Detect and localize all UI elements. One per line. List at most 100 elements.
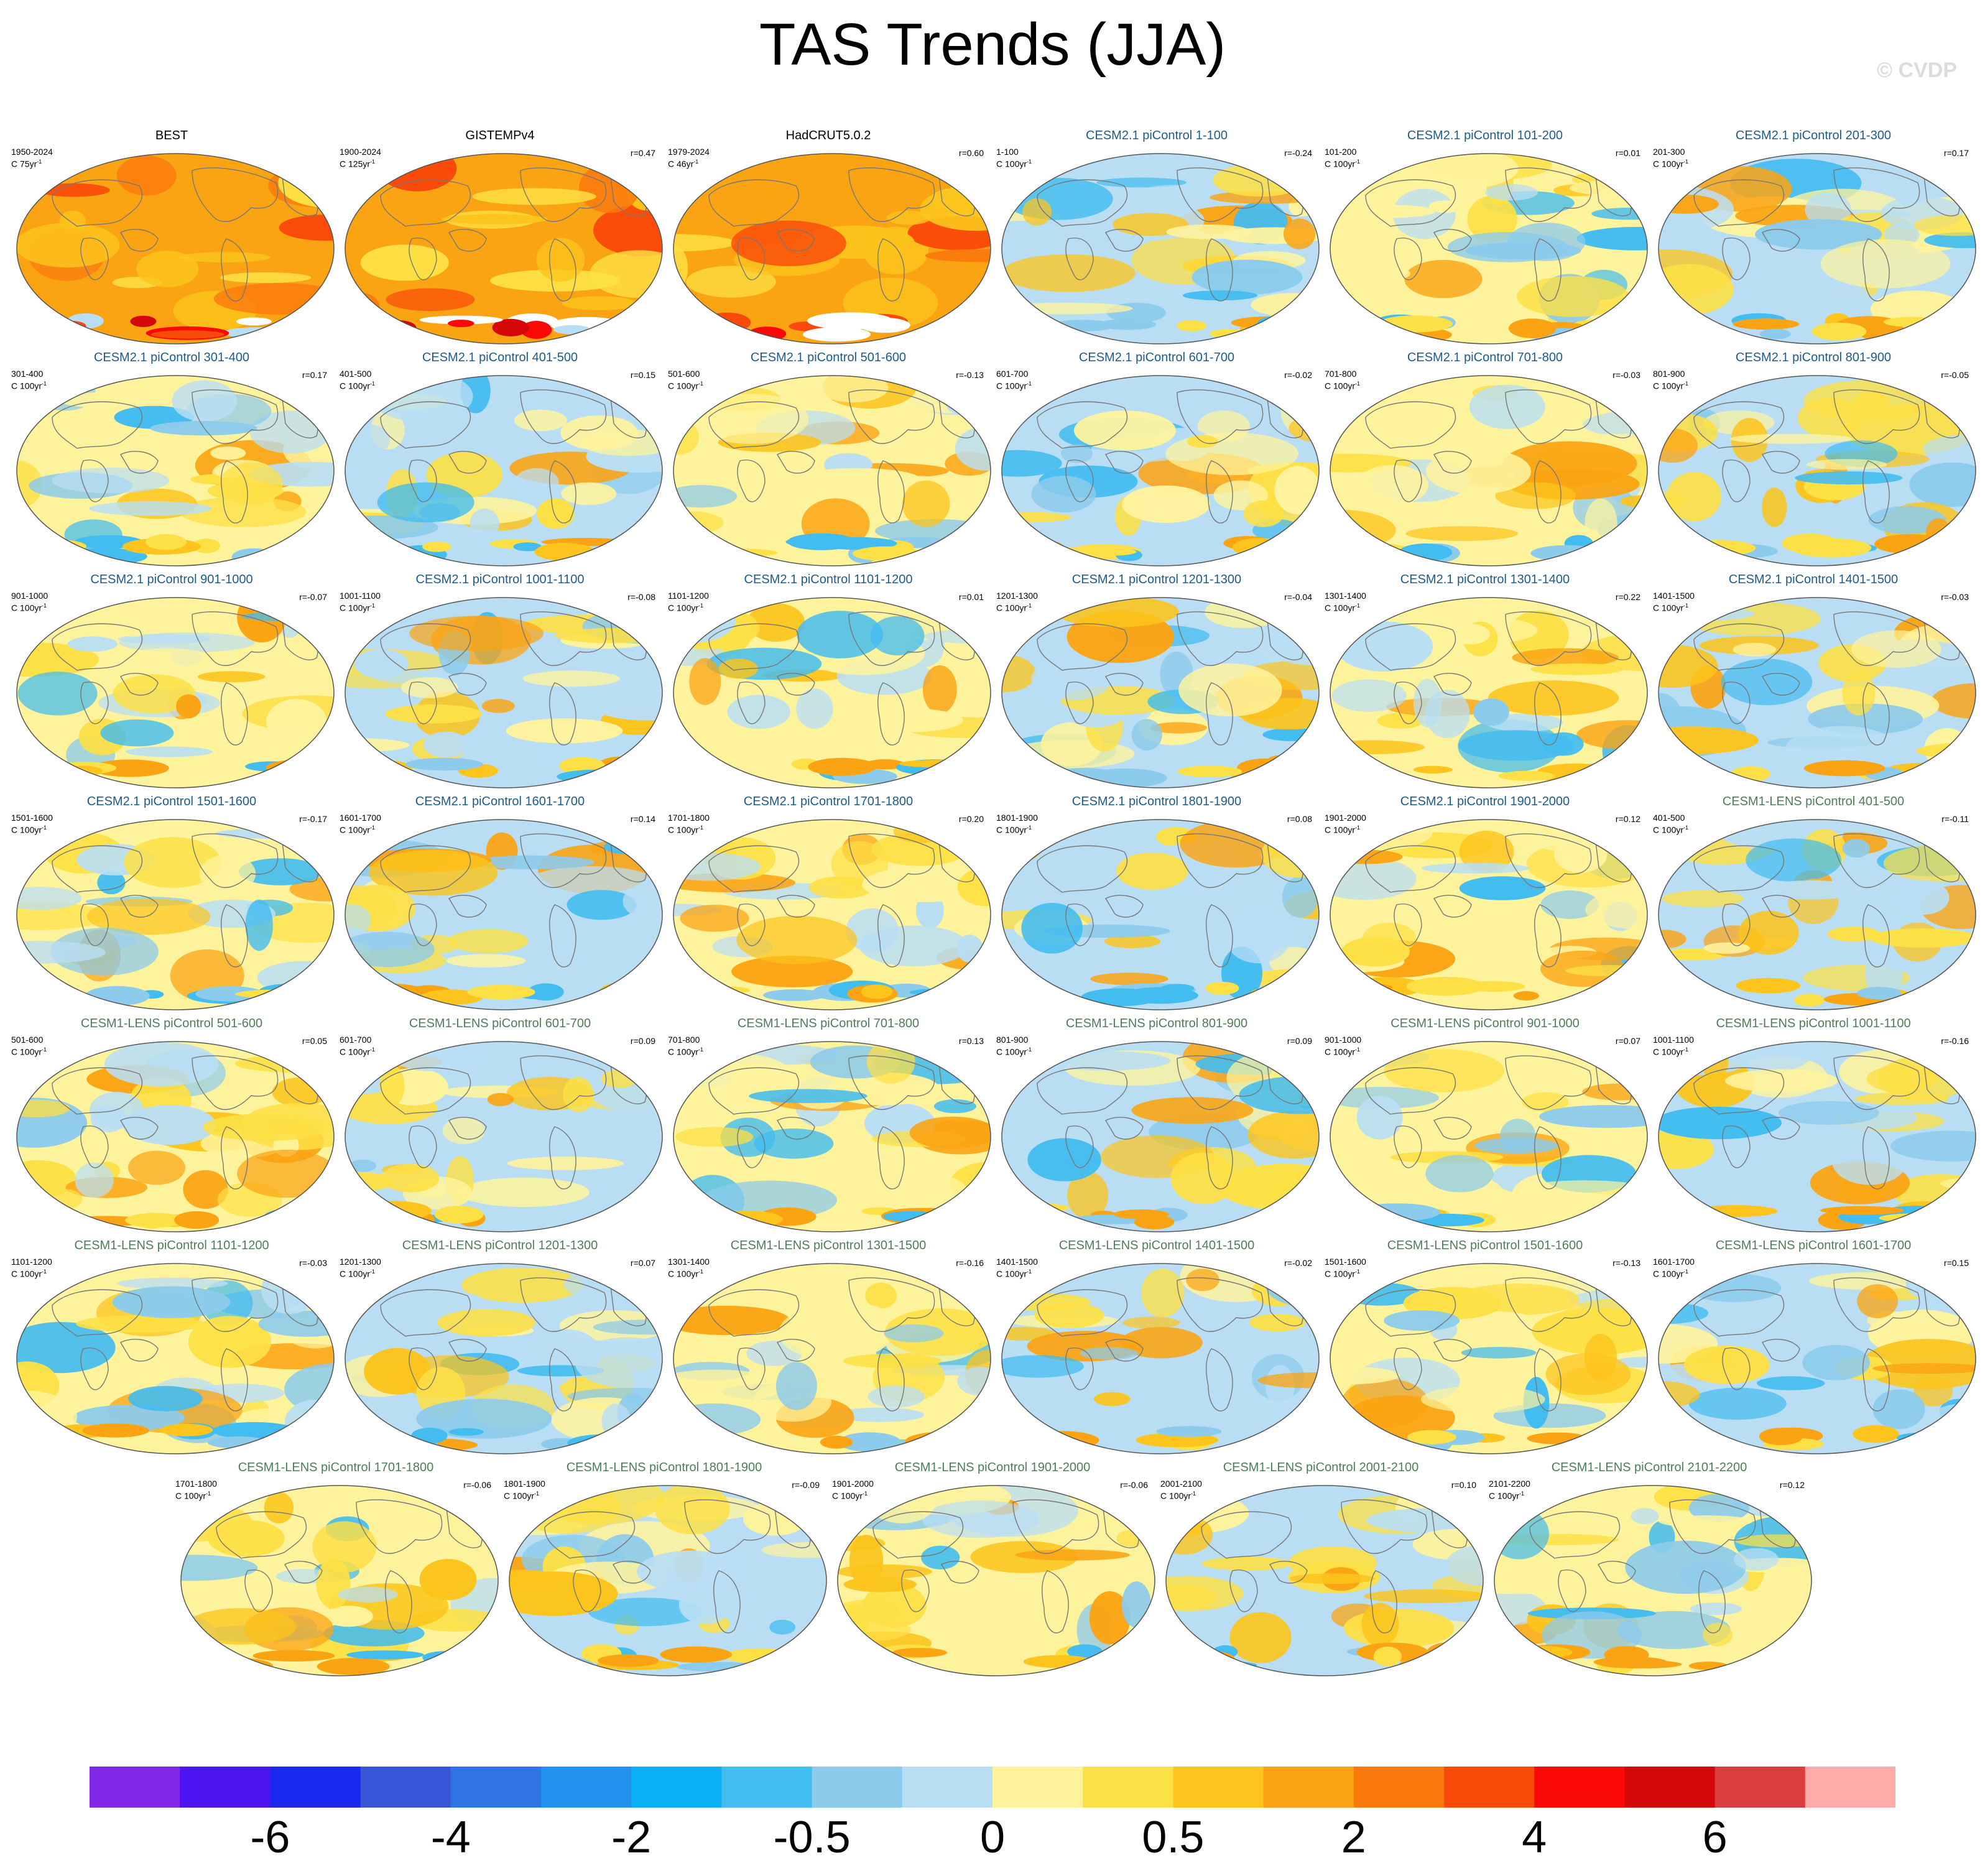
anomaly-patch <box>197 671 266 683</box>
anomaly-patch <box>686 266 776 298</box>
polar-anomaly <box>1406 977 1486 996</box>
coastline <box>356 1499 443 1555</box>
coastline <box>380 1067 471 1115</box>
anomaly-patch <box>1122 1316 1180 1329</box>
map-panel: CESM1-LENS piControl 1801-1900 1801-1900 C… <box>500 1460 828 1678</box>
anomaly-patch <box>1022 198 1052 226</box>
polar-anomaly <box>1508 318 1557 338</box>
anomaly-patch <box>1249 1313 1305 1332</box>
coastline <box>1037 179 1128 227</box>
anomaly-patch <box>1119 1327 1203 1359</box>
polar-anomaly <box>1693 1205 1778 1218</box>
trend-map <box>1001 819 1320 1010</box>
panel-correlation: r=-0.04 <box>1284 592 1312 602</box>
map-border <box>16 375 335 566</box>
polar-anomaly <box>1014 317 1056 331</box>
polar-anomaly <box>899 760 973 768</box>
map-border <box>345 819 663 1010</box>
anomaly-patch <box>1802 1345 1871 1380</box>
anomaly-patch <box>1330 161 1389 176</box>
map-panel: CESM1-LENS piControl 1501-1600 1501-1600 C… <box>1321 1238 1649 1456</box>
polar-anomaly <box>808 757 877 776</box>
coastline <box>1722 460 1751 502</box>
panel-period-text: 2101-2200 <box>1489 1479 1530 1489</box>
colorbar-tick-label: 6 <box>1702 1813 1728 1862</box>
colorbar-swatch <box>1263 1767 1354 1808</box>
polar-anomaly <box>599 982 641 1001</box>
anomaly-patch <box>561 482 616 506</box>
polar-anomaly <box>1583 772 1620 785</box>
panel-correlation: r=0.17 <box>1943 148 1969 158</box>
map-border <box>1658 597 1976 788</box>
panel-units: C 100yr-1 <box>996 603 1032 613</box>
panel-correlation: r=-0.07 <box>299 592 327 602</box>
coastline <box>1862 682 1890 746</box>
coastline <box>221 1126 248 1190</box>
trend-map <box>16 1263 335 1454</box>
polar-anomaly <box>422 1651 467 1665</box>
coastline <box>1433 451 1472 474</box>
trend-map <box>1658 819 1976 1010</box>
coastline <box>1065 1347 1094 1390</box>
panel-title: GISTEMPv4 <box>465 129 535 142</box>
anomaly-patch <box>862 866 989 902</box>
anomaly-patch <box>369 849 498 896</box>
panel-period: 601-700 C 100yr-1 <box>996 369 1032 391</box>
anomaly-patch <box>1283 218 1316 249</box>
anomaly-patch <box>775 1362 817 1410</box>
trend-map <box>1658 375 1976 566</box>
trend-map <box>673 153 991 344</box>
colorbar-swatch <box>90 1767 180 1808</box>
coastline <box>1693 1289 1785 1337</box>
coastline <box>52 179 143 227</box>
panel-correlation: r=0.08 <box>1287 814 1312 824</box>
coastline <box>120 895 159 918</box>
map-border <box>1330 1041 1648 1232</box>
panel-title: CESM2.1 piControl 101-200 <box>1407 129 1563 142</box>
coastline <box>448 1117 487 1140</box>
anomaly-patch <box>1585 889 1647 930</box>
coastline <box>1105 451 1144 474</box>
panel-correlation: r=-0.08 <box>627 592 655 602</box>
polar-anomaly <box>1896 1431 1973 1443</box>
anomaly-patch <box>678 1584 732 1625</box>
anomaly-patch <box>1131 1097 1254 1124</box>
polar-anomaly <box>1345 1204 1384 1220</box>
panel-period: 1-100 C 100yr-1 <box>996 147 1032 169</box>
anomaly-patch <box>1820 239 1951 289</box>
coastline <box>1433 673 1472 696</box>
panel-correlation: r=-0.16 <box>956 1258 984 1268</box>
panel-correlation: r=0.05 <box>302 1036 327 1046</box>
polar-anomaly <box>1004 1438 1083 1447</box>
anomaly-patch <box>150 421 257 436</box>
polar-anomaly <box>190 1657 274 1675</box>
polar-anomaly <box>459 1651 486 1662</box>
coastline <box>777 451 815 474</box>
polar-anomaly <box>378 320 417 335</box>
anomaly-patch <box>1020 1604 1065 1625</box>
colorbar-swatch <box>1534 1767 1625 1808</box>
coastline <box>1177 611 1264 667</box>
polar-anomaly <box>915 1438 983 1448</box>
anomaly-patch <box>1002 450 1062 477</box>
map-panel: CESM2.1 piControl 1501-1600 1501-1600 C 10… <box>7 794 336 1012</box>
polar-anomaly <box>1274 986 1312 994</box>
panel-units: C 100yr-1 <box>340 603 376 613</box>
anomaly-patch <box>116 1277 228 1290</box>
anomaly-patch <box>761 1542 826 1558</box>
polar-anomaly <box>1678 540 1756 557</box>
panel-period: 901-1000 C 100yr-1 <box>11 591 48 613</box>
coastline <box>901 1569 930 1612</box>
anomaly-patch <box>1931 683 1976 719</box>
coastline <box>1505 1055 1592 1111</box>
panel-units: C 100yr-1 <box>1325 825 1361 835</box>
panel-period-text: 501-600 <box>11 1035 44 1045</box>
anomaly-patch <box>590 250 662 298</box>
coastline <box>877 238 905 302</box>
panel-period-text: 1401-1500 <box>996 1257 1038 1267</box>
anomaly-patch <box>37 183 110 197</box>
anomaly-patch <box>1705 1155 1752 1198</box>
map-panel: CESM1-LENS piControl 2101-2200 2101-2200 C… <box>1485 1460 1813 1678</box>
map-panel: CESM1-LENS piControl 1601-1700 1601-1700 C… <box>1649 1238 1978 1456</box>
panel-units: C 100yr-1 <box>11 1047 47 1057</box>
